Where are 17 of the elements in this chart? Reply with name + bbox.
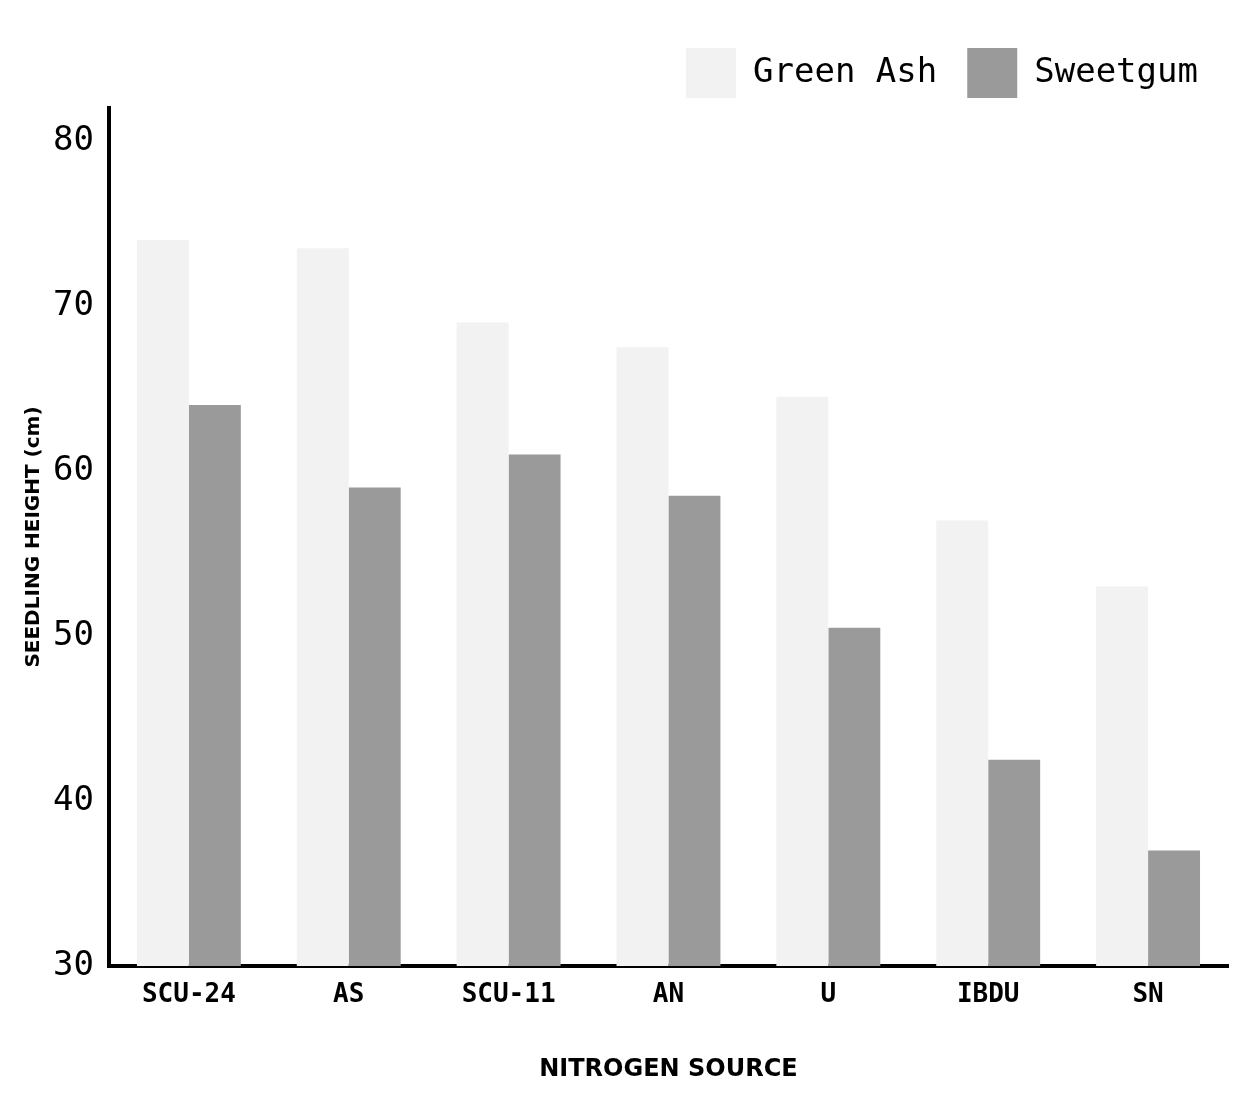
legend-label: Green Ash bbox=[753, 49, 938, 90]
y-tick-label: 30 bbox=[52, 942, 94, 983]
x-tick-label: SCU-24 bbox=[141, 978, 236, 1009]
x-axis-title: NITROGEN SOURCE bbox=[539, 1053, 798, 1082]
y-tick-label: 50 bbox=[52, 612, 94, 653]
y-tick-label: 70 bbox=[52, 282, 94, 323]
x-tick-label: IBDU bbox=[956, 978, 1020, 1009]
y-tick-label: 40 bbox=[52, 777, 94, 818]
x-tick-label: AN bbox=[652, 978, 685, 1009]
y-axis-title: SEEDLING HEIGHT (cm) bbox=[20, 406, 45, 668]
x-tick-label: AS bbox=[333, 978, 365, 1009]
y-tick-label: 60 bbox=[52, 447, 94, 488]
x-tick-label: SCU-11 bbox=[461, 978, 556, 1009]
y-tick-label: 80 bbox=[52, 117, 94, 158]
x-tick-label: SN bbox=[1132, 978, 1164, 1009]
legend-label: Sweetgum bbox=[1034, 49, 1199, 90]
x-tick-label: U bbox=[820, 978, 837, 1009]
